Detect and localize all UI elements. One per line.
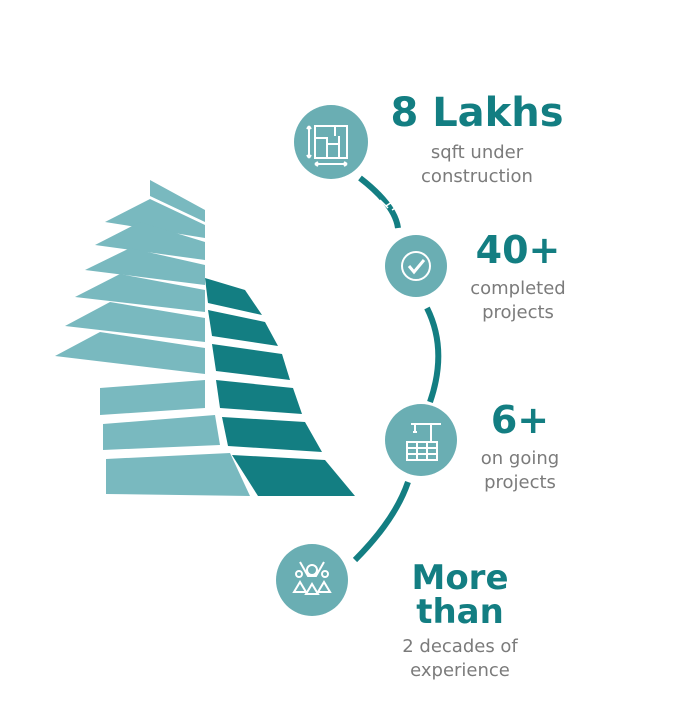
stat-label-line2: projects — [482, 302, 554, 323]
stat-label-line1: sqft under — [430, 142, 524, 163]
stat-label-line1: 2 decades of — [402, 636, 518, 657]
stat-construction: 8 Lakhs sqft under construction — [384, 93, 570, 189]
construction-crane-icon — [406, 423, 441, 461]
checkmark-icon — [401, 251, 431, 281]
celebrating-people-icon — [292, 561, 332, 595]
blueprint-circle — [294, 105, 368, 179]
celebration-circle — [276, 544, 348, 616]
construction-circle — [385, 404, 457, 476]
stat-ongoing: 6+ on going projects — [465, 401, 575, 495]
stat-value: 8 Lakhs — [390, 90, 564, 136]
stat-label-line2: experience — [410, 660, 510, 681]
stat-label-line1: completed — [470, 278, 566, 299]
blueprint-icon — [306, 125, 348, 167]
stat-label-line2: construction — [421, 166, 533, 187]
stat-value: 6+ — [490, 398, 550, 442]
timeline-arc — [352, 175, 442, 563]
stat-completed: 40+ completed projects — [456, 231, 580, 325]
stat-label-line1: on going — [480, 448, 560, 469]
building-illustration — [55, 180, 355, 496]
stat-experience: More than 2 decades of experience — [362, 561, 558, 683]
stat-value: 40+ — [475, 228, 561, 272]
stat-label-line2: projects — [484, 472, 556, 493]
stat-value: More than — [411, 558, 509, 632]
checkmark-circle — [385, 235, 447, 297]
